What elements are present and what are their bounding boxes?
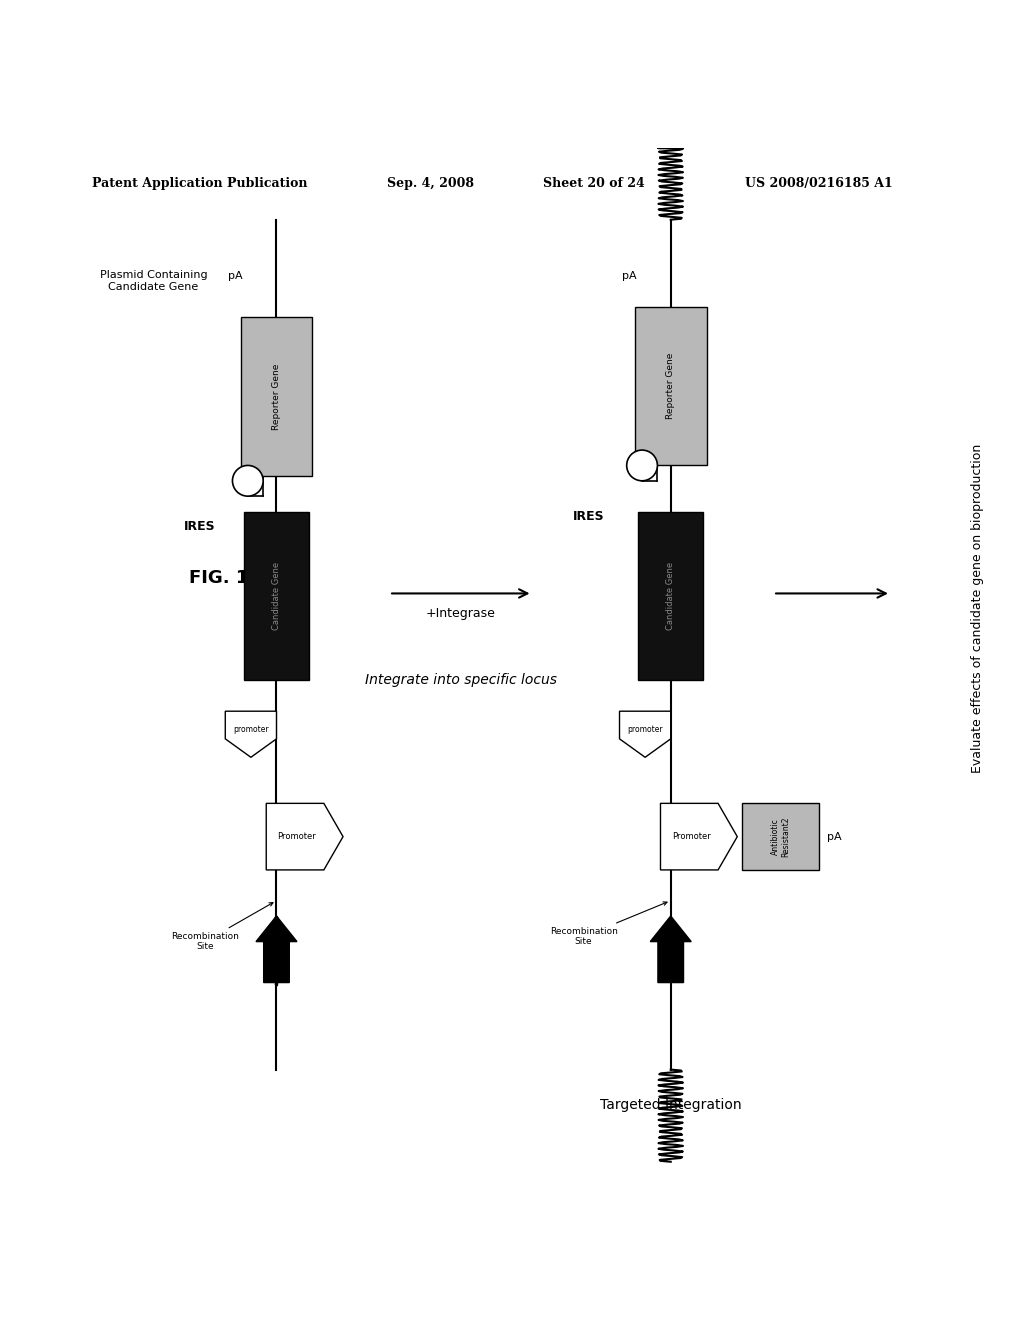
Text: pA: pA	[623, 271, 637, 281]
Polygon shape	[620, 711, 671, 758]
Text: Promoter: Promoter	[672, 832, 711, 841]
Circle shape	[232, 466, 263, 496]
FancyBboxPatch shape	[635, 306, 707, 466]
FancyBboxPatch shape	[241, 317, 312, 475]
Polygon shape	[660, 804, 737, 870]
Text: Recombination
Site: Recombination Site	[550, 902, 667, 946]
Text: US 2008/0216185 A1: US 2008/0216185 A1	[745, 177, 893, 190]
Polygon shape	[225, 711, 276, 758]
Text: Promoter: Promoter	[278, 832, 316, 841]
Text: FIG. 18: FIG. 18	[189, 569, 261, 587]
Text: Candidate Gene: Candidate Gene	[272, 562, 281, 630]
Text: IRES: IRES	[573, 510, 604, 523]
Text: pA: pA	[228, 271, 243, 281]
FancyArrow shape	[650, 916, 691, 982]
Polygon shape	[266, 804, 343, 870]
Text: Sheet 20 of 24: Sheet 20 of 24	[543, 177, 645, 190]
Text: +Integrase: +Integrase	[426, 607, 496, 620]
Text: Reporter Gene: Reporter Gene	[667, 352, 675, 420]
Text: promoter: promoter	[628, 725, 663, 734]
Text: Plasmid Containing
Candidate Gene: Plasmid Containing Candidate Gene	[99, 271, 208, 292]
FancyArrow shape	[256, 916, 297, 982]
Text: Recombination
Site: Recombination Site	[171, 903, 273, 952]
Text: Targeted Integration: Targeted Integration	[600, 1098, 741, 1113]
Text: IRES: IRES	[184, 520, 215, 533]
Text: Candidate Gene: Candidate Gene	[667, 562, 675, 630]
Text: pA: pA	[827, 832, 842, 842]
Text: Reporter Gene: Reporter Gene	[272, 363, 281, 429]
Circle shape	[627, 450, 657, 480]
Text: Integrate into specific locus: Integrate into specific locus	[365, 673, 557, 688]
FancyBboxPatch shape	[742, 804, 819, 870]
Text: promoter: promoter	[233, 725, 268, 734]
Text: Sep. 4, 2008: Sep. 4, 2008	[387, 177, 473, 190]
Text: Antibiotic
Resistant2: Antibiotic Resistant2	[771, 816, 791, 857]
FancyBboxPatch shape	[638, 512, 703, 681]
Text: Evaluate effects of candidate gene on bioproduction: Evaluate effects of candidate gene on bi…	[972, 444, 984, 774]
FancyBboxPatch shape	[244, 512, 309, 681]
Text: Patent Application Publication: Patent Application Publication	[92, 177, 307, 190]
